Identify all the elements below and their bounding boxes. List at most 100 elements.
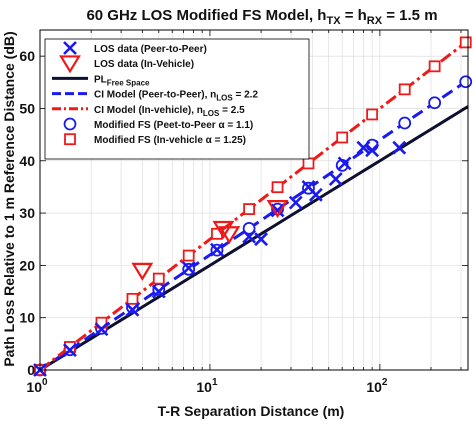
point-los-p2p <box>125 302 140 317</box>
point-los-p2p-stroke <box>301 180 316 194</box>
legend-box <box>44 38 310 160</box>
point-los-p2p-stroke <box>392 140 407 155</box>
point-modified-fs-in-vehicle <box>336 131 349 144</box>
point-los-p2p-stroke <box>181 261 196 275</box>
legend-label-pl_fs-part: Free Space <box>107 78 150 87</box>
x-tick-label-exponent: 2 <box>382 377 388 388</box>
x-axis-label: T-R Separation Distance (m) <box>158 403 345 419</box>
legend-label-ci_p2p-part: = 2.2 <box>233 90 259 101</box>
point-modified-fs-p2p <box>428 96 442 110</box>
point-modified-fs-in-vehicle <box>152 272 165 285</box>
legend-label-ci_iv-part: = 2.5 <box>219 105 245 116</box>
point-los-p2p <box>210 242 224 257</box>
point-modified-fs-in-vehicle <box>366 108 379 121</box>
legend-marker-los_p2p <box>63 41 77 55</box>
point-los-p2p-stroke <box>337 156 352 171</box>
point-los-p2p <box>151 284 166 299</box>
legend-label-los_iv-part: LOS data (In-Vehicle) <box>94 59 194 70</box>
point-modified-fs-in-vehicle <box>428 60 441 73</box>
y-tick-label: 50 <box>19 100 35 116</box>
point-los-p2p <box>63 343 77 358</box>
point-modified-fs-in-vehicle <box>126 292 139 305</box>
legend-label-ci_iv-part: LOS <box>203 109 220 118</box>
legend-label-ci_p2p-part: LOS <box>216 94 233 103</box>
legend-marker-mfs_iv <box>64 133 76 146</box>
point-los-p2p <box>356 140 371 155</box>
x-tick-label-base: 10 <box>366 379 382 395</box>
point-modified-fs-in-vehicle <box>398 83 411 96</box>
legend-label-los_p2p-part: LOS data (Peer-to-Peer) <box>94 44 207 55</box>
legend: LOS data (Peer-to-Peer) LOS data (In-Vehi… <box>44 38 310 160</box>
legend-marker-los_iv <box>59 55 81 74</box>
x-tick-label-base: 10 <box>196 379 212 395</box>
x-tick-label: 101 <box>196 377 218 395</box>
x-tick-label-base: 10 <box>26 379 42 395</box>
point-los-p2p-stroke <box>356 140 371 155</box>
legend-label-ci_p2p: CI Model (Peer-to-Peer), nLOS = 2.2 <box>94 90 258 103</box>
point-los-in-vehicle <box>266 199 289 219</box>
legend-marker-los_p2p-stroke <box>63 41 77 55</box>
point-modified-fs-p2p <box>398 116 412 130</box>
point-modified-fs-p2p <box>152 283 166 296</box>
y-axis-label: Path Loss Relative to 1 m Reference Dist… <box>1 31 17 366</box>
point-los-p2p-stroke <box>365 143 380 158</box>
axes-box <box>39 29 469 371</box>
point-los-p2p <box>288 195 303 210</box>
point-modified-fs-in-vehicle <box>64 341 76 353</box>
point-los-p2p <box>328 172 343 186</box>
point-los-p2p <box>365 143 380 158</box>
legend-label-los_iv: LOS data (In-Vehicle) <box>94 59 194 70</box>
point-los-p2p-stroke <box>254 232 269 247</box>
legend-label-mfs_iv: Modified FS (In-vehicle α = 1.25) <box>94 135 246 146</box>
legend-entries: LOS data (Peer-to-Peer) LOS data (In-Vehi… <box>52 41 258 146</box>
legend-label-ci_p2p-part: CI Model (Peer-to-Peer), n <box>94 90 216 101</box>
x-tick-label-exponent: 0 <box>42 377 48 388</box>
point-los-p2p-stroke <box>94 322 109 337</box>
y-tick-label: 60 <box>19 48 35 64</box>
legend-label-pl_fs: PLFree Space <box>94 74 150 87</box>
point-modified-fs-p2p <box>242 222 256 235</box>
point-los-p2p-stroke <box>308 187 323 202</box>
x-tick-label-exponent: 1 <box>212 377 218 388</box>
legend-label-ci_iv: CI Model (In-vehicle), nLOS = 2.5 <box>94 105 245 118</box>
chart-title: 60 GHz LOS Modified FS Model, hTX = hRX … <box>86 7 437 27</box>
point-los-p2p <box>308 187 323 202</box>
y-tick-label: 40 <box>19 153 35 169</box>
point-los-p2p <box>254 232 269 247</box>
point-los-in-vehicle <box>218 226 241 245</box>
y-tick-label: 20 <box>19 257 35 273</box>
y-tick-label: 30 <box>19 205 35 221</box>
point-los-p2p-stroke <box>210 242 224 257</box>
point-los-p2p-stroke <box>125 302 140 317</box>
point-los-p2p-stroke <box>151 284 166 299</box>
point-modified-fs-p2p <box>459 75 473 89</box>
point-modified-fs-in-vehicle <box>302 157 315 170</box>
point-los-p2p-stroke <box>270 203 285 218</box>
legend-label-pl_fs-part: PL <box>94 74 107 85</box>
legend-label-los_p2p: LOS data (Peer-to-Peer) <box>94 44 207 55</box>
point-modified-fs-in-vehicle <box>243 203 256 215</box>
x-tick-label: 102 <box>366 377 388 395</box>
point-los-in-vehicle <box>131 262 154 281</box>
y-tick-label: 0 <box>27 362 35 378</box>
point-los-in-vehicle <box>212 220 235 239</box>
point-los-p2p-stroke <box>242 229 257 244</box>
legend-label-ci_iv-part: CI Model (In-vehicle), n <box>94 105 203 116</box>
point-modified-fs-in-vehicle <box>182 249 195 262</box>
point-los-p2p-stroke <box>63 343 77 358</box>
x-tick-label: 100 <box>26 377 48 395</box>
legend-marker-mfs_p2p <box>63 117 77 131</box>
legend-label-mfs_iv-part: Modified FS (In-vehicle α = 1.25) <box>94 135 246 146</box>
point-los-p2p-stroke <box>288 195 303 210</box>
legend-label-mfs_p2p-part: Modified FS (Peet-to-Peer α = 1.1) <box>94 120 253 131</box>
point-los-p2p-stroke <box>328 172 343 186</box>
point-los-p2p <box>270 203 285 218</box>
point-modified-fs-in-vehicle <box>271 181 284 194</box>
point-los-p2p <box>242 229 257 244</box>
point-los-p2p <box>337 156 352 171</box>
point-los-p2p <box>181 261 196 275</box>
point-los-p2p <box>392 140 407 155</box>
y-tick-label: 10 <box>19 310 35 326</box>
